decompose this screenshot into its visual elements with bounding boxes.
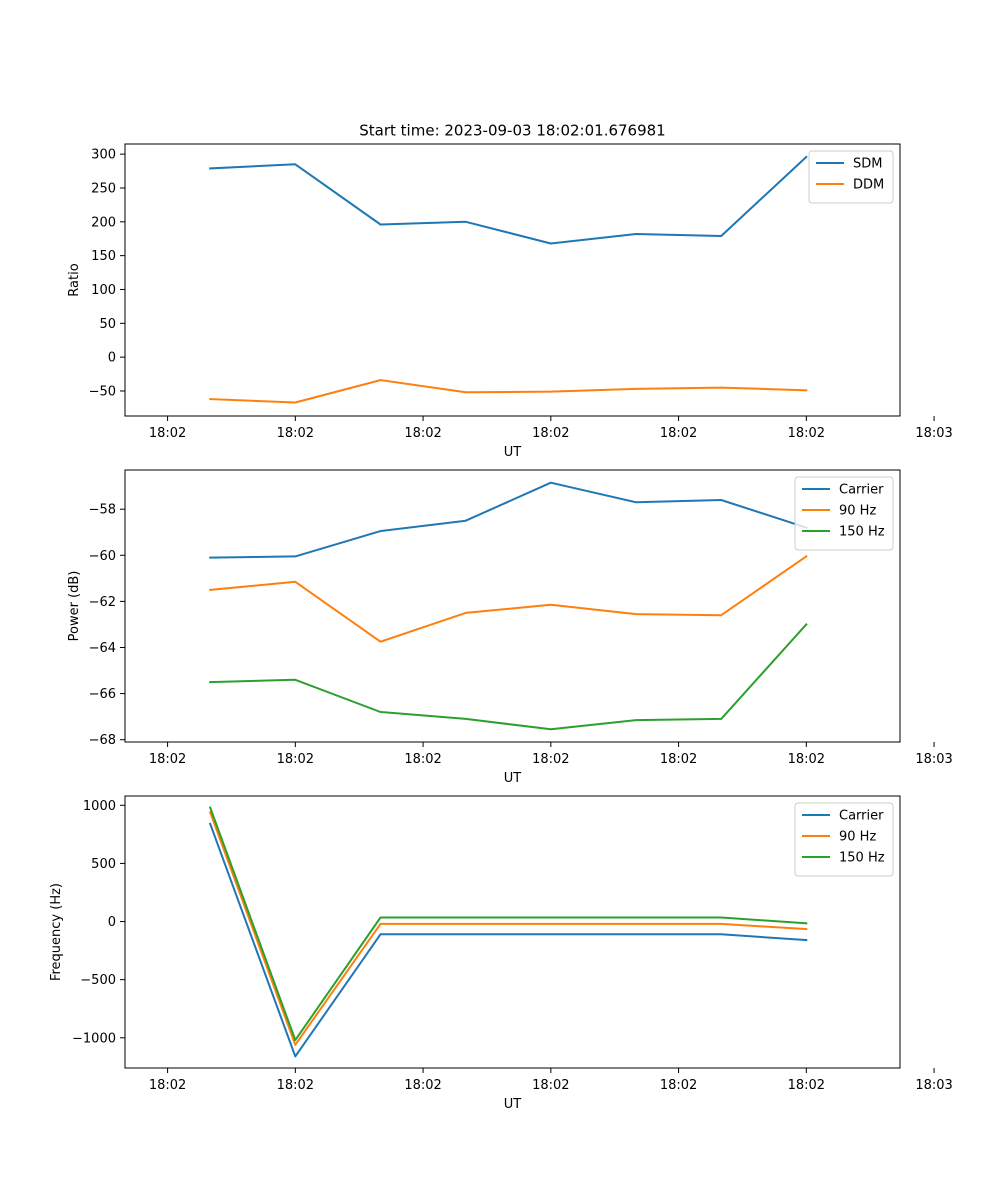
- x-tick-label: 18:02: [532, 1078, 569, 1093]
- x-tick-label: 18:03: [915, 1078, 952, 1093]
- x-tick-label: 18:02: [277, 426, 314, 441]
- x-tick-label: 18:02: [404, 426, 441, 441]
- y-tick-label: 150: [91, 249, 116, 264]
- y-tick-label: 100: [91, 283, 116, 298]
- y-tick-label: 500: [91, 857, 116, 872]
- legend: SDM DDM: [808, 150, 894, 204]
- chart-panel-3: 18:02 18:02 18:02 18:02 18:02 18:02 18:03 −1000…: [49, 795, 953, 1112]
- legend-label: SDM: [853, 157, 882, 172]
- series-line-sdm: [209, 155, 808, 245]
- x-tick-label: 18:02: [149, 1078, 186, 1093]
- legend-label: 150 Hz: [839, 525, 885, 540]
- legend-label: Carrier: [839, 809, 884, 824]
- y-tick-label: −58: [89, 503, 116, 518]
- y-axis-label: Frequency (Hz): [49, 883, 64, 981]
- series-line-90-hz: [208, 811, 808, 1046]
- legend: Carrier 90 Hz 150 Hz: [794, 802, 894, 877]
- x-axis-label: UT: [504, 1097, 522, 1112]
- chart-panel-1: 18:02 18:02 18:02 18:02 18:02 18:02 18:03 −50 0 5…: [67, 143, 953, 460]
- legend-label: DDM: [853, 178, 884, 193]
- y-tick-label: −1000: [72, 1031, 116, 1046]
- legend-label: 150 Hz: [839, 851, 885, 866]
- y-tick-label: 0: [108, 915, 116, 930]
- x-tick-label: 18:02: [532, 426, 569, 441]
- y-tick-label: −50: [89, 384, 116, 399]
- figure-title: Start time: 2023-09-03 18:02:01.676981: [359, 122, 665, 140]
- axes-frame: [124, 143, 901, 417]
- y-tick-label: 1000: [83, 799, 116, 814]
- y-tick-label: −62: [89, 595, 116, 610]
- y-tick-label: 50: [99, 317, 116, 332]
- series-line-150-hz: [209, 622, 808, 731]
- x-tick-label: 18:02: [788, 426, 825, 441]
- x-tick-label: 18:02: [660, 1078, 697, 1093]
- x-axis-label: UT: [504, 771, 522, 786]
- x-tick-label: 18:02: [660, 752, 697, 767]
- y-tick-label: −66: [89, 687, 116, 702]
- axes-frame: [124, 795, 901, 1069]
- y-tick-label: 300: [91, 148, 116, 163]
- x-tick-label: 18:03: [915, 752, 952, 767]
- x-tick-label: 18:02: [277, 752, 314, 767]
- x-tick-label: 18:02: [277, 1078, 314, 1093]
- series-line-ddm: [209, 379, 808, 404]
- y-tick-label: 0: [108, 351, 116, 366]
- y-tick-label: 250: [91, 181, 116, 196]
- axes-frame: [124, 469, 901, 743]
- x-axis-label: UT: [504, 445, 522, 460]
- legend-label: Carrier: [839, 483, 884, 498]
- series-line-carrier: [208, 822, 808, 1058]
- x-tick-label: 18:02: [149, 426, 186, 441]
- y-tick-label: −64: [89, 641, 116, 656]
- x-tick-label: 18:03: [915, 426, 952, 441]
- legend: Carrier 90 Hz 150 Hz: [794, 476, 894, 551]
- x-tick-label: 18:02: [660, 426, 697, 441]
- x-tick-label: 18:02: [788, 1078, 825, 1093]
- legend-label: 90 Hz: [839, 830, 876, 845]
- x-tick-label: 18:02: [532, 752, 569, 767]
- y-tick-label: −68: [89, 733, 116, 748]
- legend-label: 90 Hz: [839, 504, 876, 519]
- series-line-90-hz: [209, 555, 808, 643]
- y-axis-label: Ratio: [67, 263, 82, 296]
- x-tick-label: 18:02: [404, 1078, 441, 1093]
- series-line-150-hz: [208, 806, 808, 1042]
- x-tick-label: 18:02: [788, 752, 825, 767]
- x-tick-label: 18:02: [404, 752, 441, 767]
- chart-panel-2: 18:02 18:02 18:02 18:02 18:02 18:02 18:03 −68 −6…: [67, 469, 953, 786]
- series-line-carrier: [209, 481, 808, 559]
- y-tick-label: −60: [89, 549, 116, 564]
- y-tick-label: 200: [91, 215, 116, 230]
- y-axis-label: Power (dB): [67, 571, 82, 642]
- y-tick-label: −500: [80, 973, 116, 988]
- x-tick-label: 18:02: [149, 752, 186, 767]
